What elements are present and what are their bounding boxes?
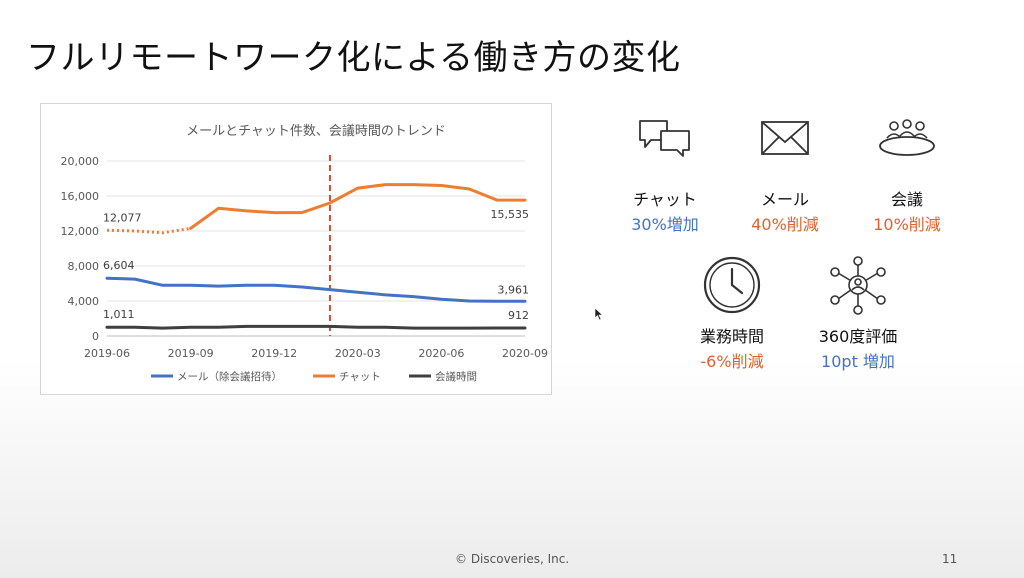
data-label-first: 12,077 [103,211,142,224]
y-tick-label: 16,000 [61,190,100,203]
metric-work-hours-value: -6%削減 [700,352,764,371]
slide-title: フルリモートワーク化による働き方の変化 [26,38,681,78]
x-tick-label: 2020-06 [418,347,464,360]
metric-meeting-label: 会議 [890,190,923,209]
metric-360-review-label: 360度評価 [818,327,898,346]
mouse-pointer-icon [594,306,604,325]
x-tick-label: 2020-03 [335,347,381,360]
metric-mail-value: 40%削減 [751,215,819,234]
y-tick-label: 20,000 [61,155,100,168]
x-tick-label: 2019-06 [84,347,130,360]
clock-icon [703,256,761,314]
data-label-first: 1,011 [103,308,135,321]
metric-chat-value: 30%増加 [631,215,699,234]
metric-meeting: 会議 10%削減 [862,118,952,235]
metric-chat-label: チャット [633,190,697,209]
data-label-last: 15,535 [491,208,530,221]
legend-label: メール（除会議招待） [177,370,282,383]
data-label-last: 3,961 [498,283,530,296]
x-tick-label: 2019-12 [251,347,297,360]
metric-mail-label: メール [760,190,809,209]
data-label-last: 912 [508,309,529,322]
page-number: 11 [942,552,958,566]
series-line [105,324,527,330]
metric-work-hours-label: 業務時間 [699,327,764,346]
metric-360-review-value: 10pt 増加 [821,352,895,371]
legend-label: チャット [339,371,381,383]
metric-mail: メール 40%削減 [740,118,830,235]
metric-meeting-value: 10%削減 [873,215,941,234]
meeting-table-icon [879,119,935,156]
metric-chat: チャット 30%増加 [620,118,710,235]
chat-bubbles-icon [639,120,690,157]
x-tick-label: 2020-09 [502,347,548,360]
chart-title: メールとチャット件数、会議時間のトレンド [186,124,446,139]
network-icon [830,256,886,315]
data-label-first: 6,604 [103,259,135,272]
footer-copyright: © Discoveries, Inc. [455,552,570,566]
trend-chart: メールとチャット件数、会議時間のトレンド 0 4,000 8,000 12,000 16,… [40,103,552,395]
y-tick-label: 0 [92,330,99,343]
series-line-dotted [106,226,191,235]
metric-work-hours: 業務時間 -6%削減 [682,255,782,372]
series-line [105,276,527,303]
x-tick-label: 2019-09 [168,347,214,360]
y-tick-label: 8,000 [68,260,100,273]
envelope-icon [761,121,809,155]
y-tick-label: 4,000 [68,295,100,308]
trend-chart-svg: メールとチャット件数、会議時間のトレンド 0 4,000 8,000 12,000 16,… [61,124,548,383]
metric-360-review: 360度評価 10pt 増加 [806,255,910,372]
y-tick-label: 12,000 [61,225,100,238]
legend-label: 会議時間 [435,370,477,383]
series-line [189,183,527,230]
